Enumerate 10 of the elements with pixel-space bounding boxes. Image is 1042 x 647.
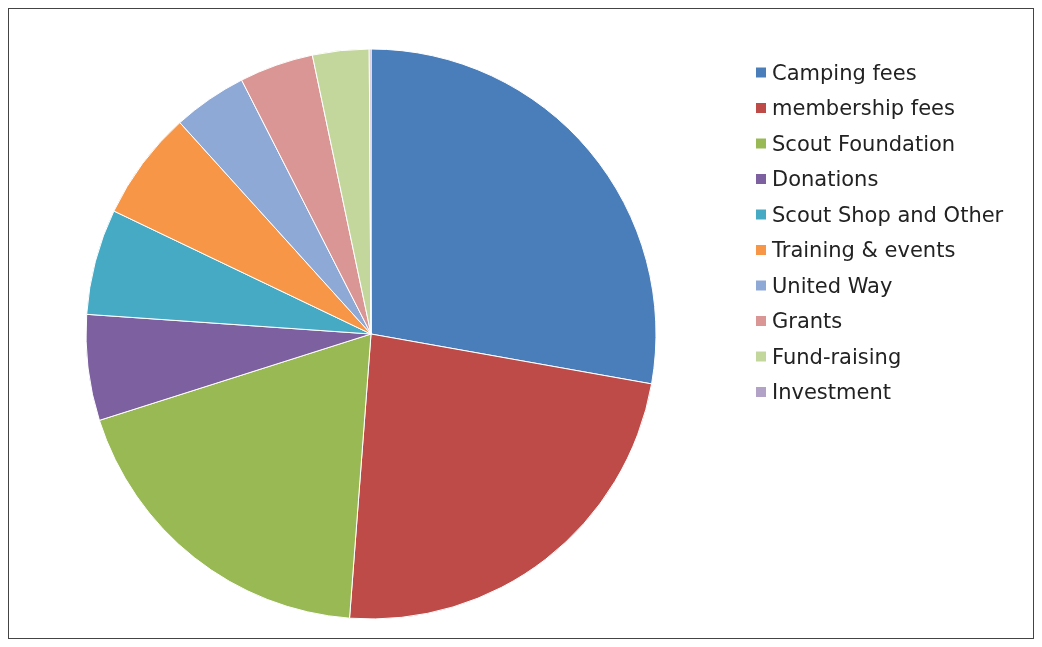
legend-label: Training & events [771, 238, 956, 262]
legend-label: Scout Foundation [772, 131, 956, 156]
legend-label: Fund-raising [772, 344, 902, 369]
legend-label: Grants [772, 309, 843, 333]
legend-label: Camping fees [772, 60, 917, 85]
legend-label: Donations [772, 167, 879, 191]
legend-label: United Way [772, 273, 893, 298]
legend-label: membership fees [772, 96, 955, 120]
legend-label: Investment [772, 380, 891, 404]
legend-label: Scout Shop and Other [772, 202, 1004, 227]
